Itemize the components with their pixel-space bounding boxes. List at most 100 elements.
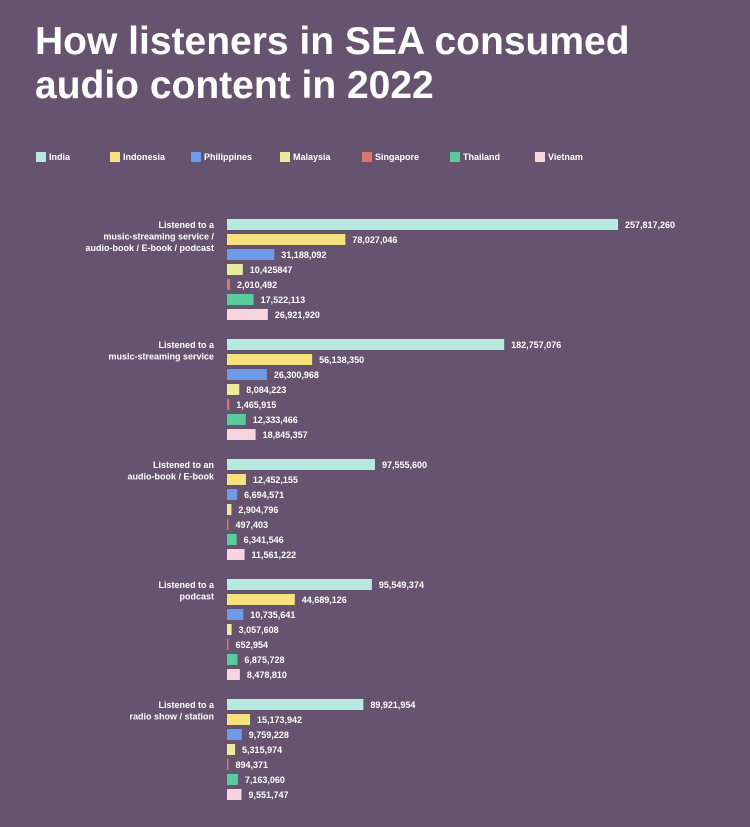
legend-item-thailand: Thailand (450, 152, 500, 162)
bar-3-singapore (227, 519, 229, 530)
bar-3-thailand (227, 534, 237, 545)
data-label-5-philippines: 9,759,228 (249, 730, 289, 740)
category-label-5-line-2: radio show / station (129, 712, 214, 722)
bar-1-singapore (227, 279, 231, 290)
category-label-3-line-2: audio-book / E-book (128, 472, 215, 482)
bar-1-indonesia (227, 234, 346, 245)
data-label-1-singapore: 2,010,492 (237, 280, 277, 290)
bar-5-vietnam (227, 789, 242, 800)
data-label-4-singapore: 652,954 (236, 640, 269, 650)
bar-5-philippines (227, 729, 242, 740)
bar-1-philippines (227, 249, 275, 260)
legend-swatch-thailand (450, 152, 460, 162)
bar-5-indonesia (227, 714, 251, 725)
chart-title-line-1: How listeners in SEA consumed (35, 20, 630, 63)
category-label-1-line-2: music-streaming service / (103, 232, 214, 242)
bar-4-indonesia (227, 594, 295, 605)
data-label-1-vietnam: 26,921,920 (275, 310, 320, 320)
data-label-3-india: 97,555,600 (382, 460, 427, 470)
bar-3-indonesia (227, 474, 246, 485)
data-label-2-malaysia: 8,084,223 (246, 385, 286, 395)
legend-item-malaysia: Malaysia (280, 152, 331, 162)
bar-1-vietnam (227, 309, 268, 320)
data-label-5-vietnam: 9,551,747 (248, 790, 288, 800)
data-label-3-thailand: 6,341,546 (244, 535, 284, 545)
data-label-1-thailand: 17,522,113 (261, 295, 306, 305)
bar-5-malaysia (227, 744, 236, 755)
legend-label-vietnam: Vietnam (548, 152, 583, 162)
data-label-1-malaysia: 10,425847 (250, 265, 293, 275)
data-label-2-indonesia: 56,138,350 (319, 355, 364, 365)
legend-swatch-singapore (362, 152, 372, 162)
legend-label-philippines: Philippines (204, 152, 253, 162)
chart-title: How listeners in SEA consumed audio cont… (35, 20, 725, 108)
data-label-5-thailand: 7,163,060 (245, 775, 285, 785)
bar-4-thailand (227, 654, 238, 665)
data-label-4-thailand: 6,875,728 (244, 655, 284, 665)
category-label-4-line-2: podcast (179, 592, 214, 602)
data-label-4-philippines: 10,735,641 (250, 610, 295, 620)
legend-swatch-indonesia (110, 152, 120, 162)
legend-item-philippines: Philippines (191, 152, 252, 162)
bar-2-india (227, 339, 505, 350)
data-label-2-singapore: 1,465,915 (236, 400, 276, 410)
bar-1-thailand (227, 294, 254, 305)
data-label-1-indonesia: 78,027,046 (352, 235, 397, 245)
data-label-5-india: 89,921,954 (370, 700, 415, 710)
data-label-2-philippines: 26,300,968 (274, 370, 319, 380)
bar-3-malaysia (227, 504, 232, 515)
bar-2-indonesia (227, 354, 313, 365)
bar-2-vietnam (227, 429, 256, 440)
legend-label-india: India (49, 152, 71, 162)
legend: India Indonesia Philippines Malaysia Singapo… (0, 152, 750, 166)
data-label-3-indonesia: 12,452,155 (253, 475, 298, 485)
legend-item-indonesia: Indonesia (110, 152, 165, 162)
bar-4-philippines (227, 609, 244, 620)
category-label-4-line-1: Listened to a (158, 580, 215, 590)
category-label-3-line-1: Listened to an (153, 460, 214, 470)
data-label-5-indonesia: 15,173,942 (257, 715, 302, 725)
legend-label-singapore: Singapore (375, 152, 420, 162)
data-label-5-singapore: 894,371 (236, 760, 269, 770)
bar-1-malaysia (227, 264, 243, 275)
legend-swatch-vietnam (535, 152, 545, 162)
data-label-3-malaysia: 2,904,796 (238, 505, 278, 515)
bar-2-malaysia (227, 384, 240, 395)
data-label-3-vietnam: 11,561,222 (252, 550, 297, 560)
legend-label-malaysia: Malaysia (293, 152, 331, 162)
legend-item-india: India (36, 152, 70, 162)
data-label-5-malaysia: 5,315,974 (242, 745, 282, 755)
data-label-2-india: 182,757,076 (511, 340, 561, 350)
category-label-1-line-3: audio-book / E-book / podcast (85, 243, 214, 253)
legend-swatch-philippines (191, 152, 201, 162)
bar-4-india (227, 579, 372, 590)
bar-5-india (227, 699, 364, 710)
legend-swatch-india (36, 152, 46, 162)
bar-2-thailand (227, 414, 246, 425)
legend-label-thailand: Thailand (463, 152, 501, 162)
data-label-3-philippines: 6,694,571 (244, 490, 284, 500)
bar-2-philippines (227, 369, 267, 380)
data-label-4-vietnam: 8,478,810 (247, 670, 287, 680)
bar-3-philippines (227, 489, 238, 500)
data-label-4-malaysia: 3,057,608 (239, 625, 279, 635)
bar-1-india (227, 219, 618, 230)
bar-4-singapore (227, 639, 229, 650)
category-label-2-line-2: music-streaming service (108, 352, 214, 362)
bar-3-vietnam (227, 549, 245, 560)
data-label-3-singapore: 497,403 (236, 520, 269, 530)
category-label-5-line-1: Listened to a (158, 700, 215, 710)
data-label-2-vietnam: 18,845,357 (263, 430, 308, 440)
data-label-2-thailand: 12,333,466 (253, 415, 298, 425)
data-label-4-indonesia: 44,689,126 (302, 595, 347, 605)
data-label-1-india: 257,817,260 (625, 220, 675, 230)
legend-item-singapore: Singapore (362, 152, 419, 162)
data-label-1-philippines: 31,188,092 (281, 250, 326, 260)
category-label-2-line-1: Listened to a (158, 340, 215, 350)
bar-4-malaysia (227, 624, 232, 635)
bar-2-singapore (227, 399, 230, 410)
chart-title-line-2: audio content in 2022 (35, 64, 434, 107)
bar-5-thailand (227, 774, 238, 785)
legend-label-indonesia: Indonesia (123, 152, 166, 162)
